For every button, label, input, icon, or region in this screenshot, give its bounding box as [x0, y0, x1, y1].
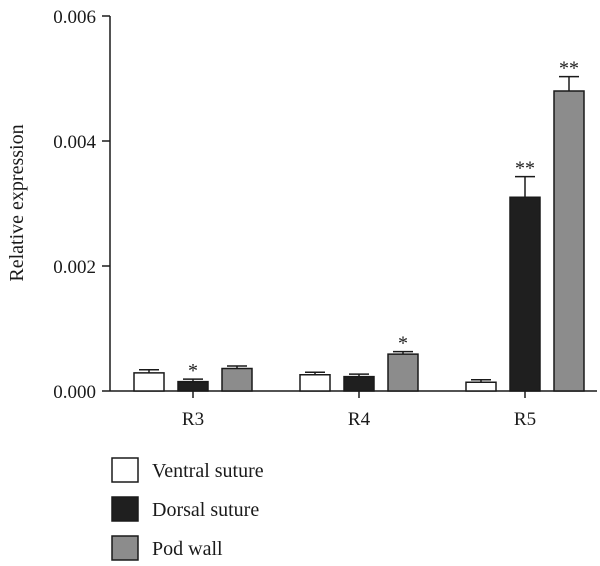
significance-marker: *: [398, 333, 408, 355]
x-tick-label: R5: [514, 409, 536, 430]
y-tick-label: 0.000: [53, 382, 96, 403]
significance-marker: **: [515, 158, 535, 180]
legend-swatch: [111, 457, 139, 483]
significance-marker: *: [188, 360, 198, 382]
bar: [133, 372, 165, 392]
bar: [553, 90, 585, 392]
x-tick-label: R4: [348, 409, 371, 430]
y-tick-label: 0.006: [53, 7, 96, 28]
legend-label: Pod wall: [152, 538, 223, 560]
y-tick-label: 0.004: [53, 132, 96, 153]
legend-label: Dorsal suture: [152, 499, 259, 521]
bar: [465, 381, 497, 392]
bar: [387, 353, 419, 392]
legend-swatch: [111, 535, 139, 561]
plot-area: 0.000 0.002 0.004 0.006 R3 * R4 * R5 ** **: [53, 7, 597, 430]
legend-label: Ventral suture: [152, 460, 264, 482]
significance-marker: **: [559, 58, 579, 80]
bar: [221, 367, 253, 392]
bar: [177, 380, 209, 392]
legend-swatch: [111, 496, 139, 522]
bar: [343, 375, 375, 392]
y-axis-title: Relative expression: [6, 124, 28, 281]
bar: [509, 196, 541, 392]
y-tick-label: 0.002: [53, 257, 96, 278]
legend: Ventral suture Dorsal suture Pod wall: [111, 457, 264, 561]
x-tick-label: R3: [182, 409, 204, 430]
bar: [299, 374, 331, 392]
